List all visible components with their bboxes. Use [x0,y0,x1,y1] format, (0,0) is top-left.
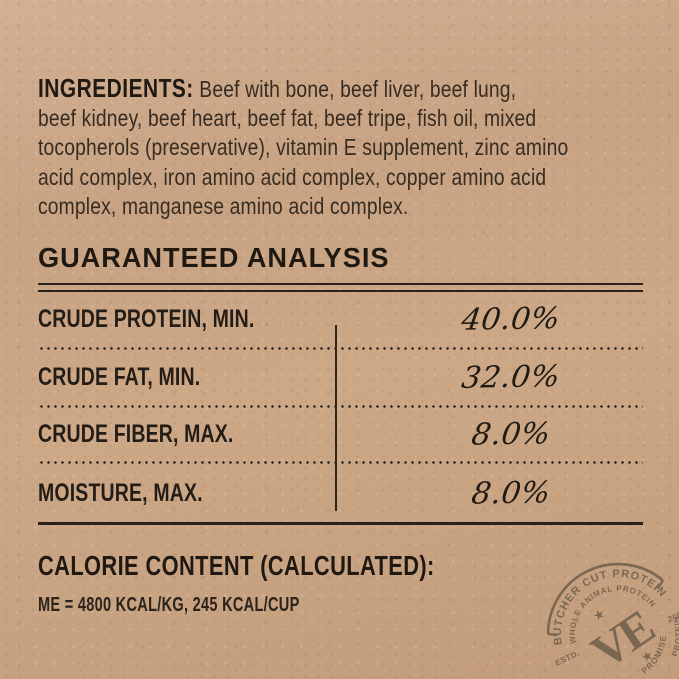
star-icon: ★ [591,605,608,624]
guaranteed-analysis-heading: GUARANTEED ANALYSIS [38,242,390,273]
brand-stamp: BUTCHER CUT PROTEIN WHOLE ANIMAL PROTEIN… [532,547,679,679]
star-icon: ★ [639,647,656,666]
table-row: CRUDE FIBER, MAX. 8.0% [38,408,643,461]
analysis-row-value: 40.0% [459,301,563,338]
analysis-row-label: CRUDE FAT, MIN. [38,363,201,391]
calorie-content-detail: ME = 4800 KCAL/KG, 245 KCAL/CUP [38,593,300,616]
table-row: CRUDE PROTEIN, MIN. 40.0% [38,292,643,347]
analysis-row-value: 8.0% [469,416,553,453]
analysis-row-label: CRUDE PROTEIN, MIN. [38,305,255,333]
ingredients-heading: INGREDIENTS: [38,74,194,103]
guaranteed-analysis-table: CRUDE PROTEIN, MIN. 40.0% CRUDE FAT, MIN… [38,283,643,525]
stamp-outer-arc [546,562,664,634]
calorie-content-heading: CALORIE CONTENT (CALCULATED): [38,550,435,581]
ingredients-body: Beef with bone, beef liver, beef lung, b… [38,75,569,220]
table-row: CRUDE FAT, MIN. 32.0% [38,350,643,405]
dotted-rule [38,347,643,350]
dotted-rule [38,405,643,408]
analysis-row-value: 32.0% [459,359,563,396]
stamp-estd-text: ESTD. [554,649,581,668]
double-rule [38,283,643,292]
stamp-arc-ticks [547,579,664,637]
analysis-row-value-cell: 8.0% [337,408,643,461]
ingredients-paragraph: INGREDIENTS: Beef with bone, beef liver,… [38,75,678,222]
table-column-divider [335,325,338,511]
analysis-row-value-cell: 40.0% [337,292,643,347]
table-row: MOISTURE, MAX. 8.0% [38,464,643,522]
dotted-rule [38,461,643,464]
analysis-row-label: MOISTURE, MAX. [38,478,203,507]
single-rule [38,522,643,525]
analysis-row-label: CRUDE FIBER, MAX. [38,420,234,448]
analysis-row-value-cell: 32.0% [337,350,643,405]
